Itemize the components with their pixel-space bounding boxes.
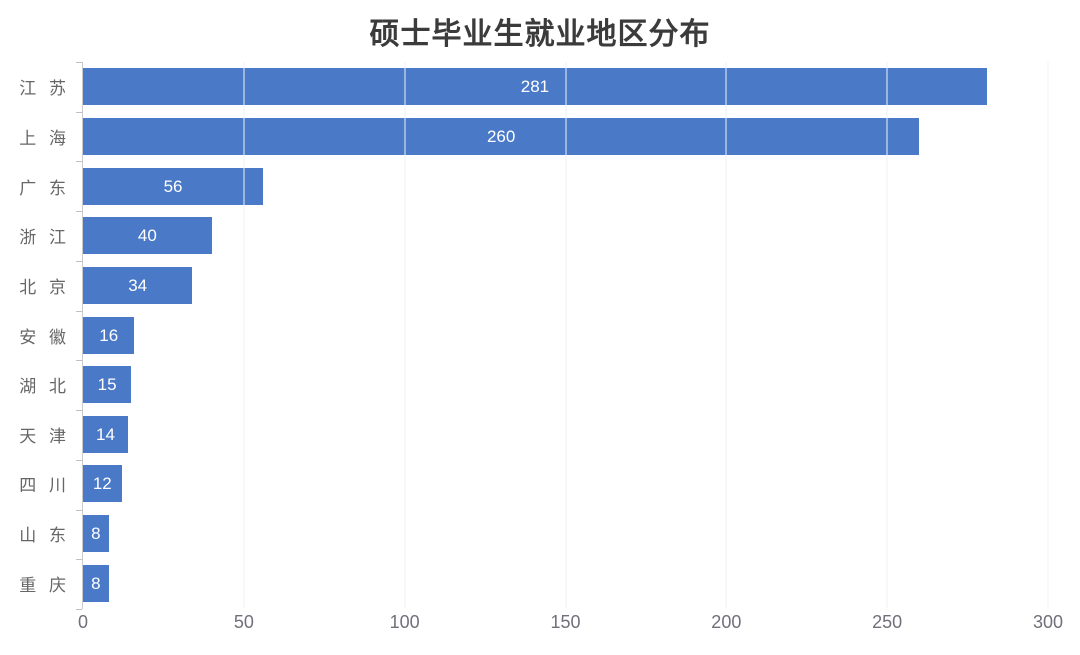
category-label: 上 海	[19, 128, 70, 148]
bar-value-label: 34	[128, 275, 148, 295]
y-axis-tick	[76, 310, 82, 312]
bar-row: 8	[83, 558, 1048, 608]
x-tick-label: 0	[77, 612, 89, 632]
y-axis-tick	[76, 161, 82, 163]
y-axis-tick	[76, 609, 82, 610]
category-label: 安 徽	[19, 327, 70, 347]
y-axis-tick	[76, 459, 82, 461]
bar-value-label: 260	[486, 126, 516, 146]
plot-area: 281 260 56 40 34 16 15 14 12 8 8	[83, 62, 1049, 608]
bar-value-label: 14	[96, 424, 115, 444]
gridline	[243, 62, 245, 608]
bar: 14	[83, 415, 129, 453]
bar-value-label: 16	[99, 325, 119, 345]
bar-row: 281	[83, 62, 1048, 112]
bar-value-label: 15	[97, 375, 117, 395]
bar: 12	[83, 465, 122, 503]
category-label: 湖 北	[19, 377, 70, 397]
chart-title: 硕士毕业生就业地区分布	[369, 18, 711, 51]
y-axis-tick	[76, 509, 82, 511]
bar-row: 40	[83, 211, 1048, 261]
gridline	[1047, 62, 1049, 608]
bar-row: 34	[83, 261, 1048, 311]
bar: 260	[83, 117, 920, 155]
bar-value-label: 8	[91, 524, 101, 544]
bar-value-label: 8	[91, 573, 101, 593]
bar: 8	[83, 564, 109, 602]
category-label: 山 东	[19, 526, 70, 546]
bar-row: 56	[83, 161, 1048, 211]
bar-row: 14	[83, 409, 1048, 459]
bar: 16	[83, 316, 135, 354]
bar-row: 8	[83, 509, 1048, 559]
x-tick-label: 300	[1032, 612, 1064, 632]
x-axis-tick-labels: 0 50 100 150 200 250 300	[78, 612, 1063, 637]
bar-row: 16	[83, 310, 1048, 360]
category-label: 天 津	[19, 426, 70, 446]
x-tick-label: 150	[550, 612, 581, 632]
category-label: 重 庆	[19, 575, 70, 595]
category-label: 浙 江	[19, 228, 70, 248]
bar: 15	[83, 366, 132, 404]
y-axis-tick	[76, 360, 82, 362]
x-tick-label: 200	[711, 612, 742, 632]
category-label: 广 东	[19, 178, 70, 198]
x-tick-label: 250	[872, 612, 903, 632]
bar-row: 260	[83, 112, 1048, 162]
bar-row: 12	[83, 459, 1048, 509]
y-axis-tick	[76, 211, 82, 213]
bar: 40	[83, 217, 212, 255]
bar-value-label: 40	[137, 226, 157, 246]
bar: 8	[83, 515, 109, 553]
bar-value-label: 281	[520, 77, 550, 97]
y-axis-tick	[76, 410, 82, 412]
bar-value-label: 12	[92, 474, 112, 494]
y-axis-line	[76, 62, 83, 610]
bar: 56	[83, 167, 264, 205]
bar-rows: 281 260 56 40 34 16 15 14 12 8 8	[83, 62, 1048, 608]
y-axis-tick	[76, 111, 82, 113]
bar: 281	[83, 68, 987, 106]
y-axis-tick	[76, 559, 82, 561]
gridline	[725, 62, 727, 608]
x-tick-label: 100	[389, 612, 420, 632]
bar-value-label: 56	[163, 176, 183, 196]
category-label: 江 苏	[19, 79, 70, 99]
bar: 34	[83, 266, 193, 304]
y-axis-labels: 江 苏上 海广 东浙 江北 京安 徽湖 北天 津四 川山 东重 庆	[0, 62, 76, 608]
gridline	[886, 62, 888, 608]
y-axis-tick	[76, 260, 82, 262]
category-label: 北 京	[19, 277, 70, 297]
category-label: 四 川	[19, 476, 70, 496]
gridline	[565, 62, 566, 608]
x-tick-label: 50	[233, 612, 254, 632]
gridline	[404, 62, 406, 608]
y-axis-tick	[76, 62, 82, 63]
bar-row: 15	[83, 360, 1048, 410]
